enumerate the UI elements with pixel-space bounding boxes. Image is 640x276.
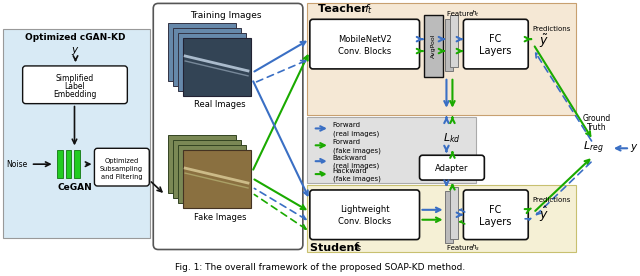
Text: Training Images: Training Images: [190, 11, 262, 20]
FancyBboxPatch shape: [153, 3, 303, 250]
FancyBboxPatch shape: [463, 190, 528, 240]
FancyBboxPatch shape: [463, 19, 528, 69]
Text: Backward: Backward: [333, 155, 367, 161]
Bar: [178, 33, 246, 91]
Text: $y$: $y$: [630, 142, 638, 154]
Text: Forward: Forward: [333, 123, 361, 128]
Text: Adapter: Adapter: [435, 164, 468, 173]
Text: $h_t$: $h_t$: [472, 9, 480, 19]
Text: Teacher: Teacher: [318, 4, 371, 14]
Bar: [74, 150, 81, 178]
Text: and Filtering: and Filtering: [100, 174, 142, 180]
Text: Optimized: Optimized: [104, 158, 138, 164]
Text: Simplified: Simplified: [56, 74, 93, 83]
Text: Hackward: Hackward: [333, 168, 367, 174]
Text: (fake images): (fake images): [333, 147, 381, 153]
Bar: [424, 15, 444, 77]
Text: Label: Label: [64, 82, 85, 91]
Bar: [3, 29, 150, 238]
FancyBboxPatch shape: [22, 66, 127, 104]
Text: Real Images: Real Images: [195, 100, 246, 109]
FancyBboxPatch shape: [420, 155, 484, 180]
Bar: [183, 38, 251, 96]
Text: Layers: Layers: [479, 46, 511, 56]
Text: $\tilde{y}$: $\tilde{y}$: [539, 32, 549, 50]
Text: Ground: Ground: [583, 114, 611, 123]
FancyBboxPatch shape: [310, 19, 420, 69]
Text: (fake images): (fake images): [333, 176, 381, 182]
Bar: [168, 136, 236, 193]
Bar: [56, 150, 63, 178]
Text: Fig. 1: The overall framework of the proposed SOAP-KD method.: Fig. 1: The overall framework of the pro…: [175, 263, 465, 272]
Text: Subsampling: Subsampling: [100, 166, 143, 172]
Text: $L_{reg}$: $L_{reg}$: [582, 140, 604, 156]
Text: Forward: Forward: [333, 139, 361, 145]
Text: AvgPool: AvgPool: [431, 34, 436, 58]
FancyBboxPatch shape: [95, 148, 149, 186]
Text: Truth: Truth: [588, 123, 607, 132]
Bar: [451, 187, 458, 238]
Text: Noise: Noise: [6, 160, 28, 169]
Text: (real images): (real images): [333, 130, 379, 137]
Text: $\hat{y}$: $\hat{y}$: [539, 205, 549, 224]
Bar: [173, 140, 241, 198]
Bar: [307, 185, 576, 253]
Text: Conv. Blocks: Conv. Blocks: [338, 217, 391, 226]
Bar: [307, 116, 476, 183]
Text: CeGAN: CeGAN: [57, 184, 92, 192]
Text: Conv. Blocks: Conv. Blocks: [338, 47, 391, 55]
Text: $f_s$: $f_s$: [353, 241, 362, 254]
Text: $f_t$: $f_t$: [364, 2, 373, 16]
Bar: [65, 150, 72, 178]
Text: $L_{kd}$: $L_{kd}$: [444, 131, 461, 145]
Bar: [307, 3, 576, 115]
Bar: [445, 191, 453, 243]
Bar: [183, 150, 251, 208]
Bar: [445, 19, 453, 71]
Text: Optimized cGAN-KD: Optimized cGAN-KD: [25, 33, 125, 42]
Text: Feature: Feature: [447, 245, 476, 251]
Text: Student: Student: [310, 243, 364, 253]
Bar: [451, 15, 458, 67]
Text: $h_s$: $h_s$: [472, 242, 480, 253]
Text: Lightweight: Lightweight: [340, 205, 389, 214]
FancyBboxPatch shape: [310, 190, 420, 240]
Text: FC: FC: [489, 34, 502, 44]
Bar: [178, 145, 246, 203]
Text: FC: FC: [489, 205, 502, 215]
Text: (real images): (real images): [333, 163, 379, 169]
Text: Predictions: Predictions: [532, 197, 571, 203]
Text: $y$: $y$: [71, 45, 80, 57]
Text: Fake Images: Fake Images: [194, 213, 246, 222]
Text: Layers: Layers: [479, 217, 511, 227]
Text: Predictions: Predictions: [532, 26, 571, 32]
Text: Embedding: Embedding: [53, 90, 96, 99]
Text: MobileNetV2: MobileNetV2: [338, 35, 392, 44]
Bar: [173, 28, 241, 86]
Bar: [168, 23, 236, 81]
Text: Feature: Feature: [447, 11, 476, 17]
